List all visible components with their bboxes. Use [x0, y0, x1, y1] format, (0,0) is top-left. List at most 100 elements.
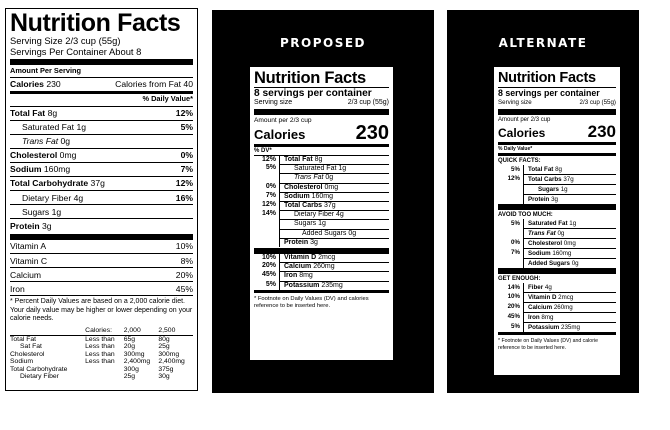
table-cell: Less than	[85, 343, 115, 351]
nutrient-row: 20% Calcium 260mg	[498, 302, 616, 312]
vitamin-name: Calcium	[10, 269, 42, 280]
nutrient-name-amount: Total Carbs 37g	[280, 201, 389, 210]
nutrient-row: Trans Fat 0g	[10, 133, 193, 148]
nutrient-row: Sugars 1g	[498, 184, 616, 194]
nutrient-name-amount: Sugars 1g	[524, 184, 616, 194]
alternate-dv-header: % Daily Value*	[498, 146, 533, 152]
nutrient-amount: 0mg	[324, 183, 339, 191]
proposed-nutrient-list: 12% Total Fat 8g 5% Saturated Fat 1g Trans F…	[254, 156, 389, 248]
nutrient-dv: 0%	[498, 238, 524, 248]
nutrient-dv: 16%	[175, 192, 193, 203]
table-cell: Total Carbohydrate	[10, 365, 68, 373]
nutrient-dv: 45%	[498, 312, 524, 322]
nutrient-name: Total Carbs	[284, 202, 322, 210]
nutrient-name-amount: Sugars 1g	[22, 207, 61, 217]
nutrient-dv	[254, 219, 280, 229]
nutrient-dv: 45%	[254, 271, 280, 281]
nutrient-amount: 2mcg	[558, 294, 574, 301]
current-vitamin-list: Vitamin A 10% Vitamin C 8% Calcium 20% Iron 45%	[10, 240, 193, 295]
nutrient-dv: 5%	[254, 164, 280, 174]
nutrient-row: Cholesterol 0mg 0%	[10, 147, 193, 162]
table-cell: Less than	[85, 350, 115, 358]
nutrient-amount: 37g	[90, 178, 105, 189]
nutrient-name-amount: Added Sugars 0g	[280, 228, 389, 238]
nutrient-name-amount: Total Carbs 37g	[524, 174, 616, 184]
nutrient-dv: 12%	[175, 178, 193, 189]
table-cell: Cholesterol	[10, 350, 45, 358]
nutrient-name: Sugars	[294, 220, 317, 228]
nutrient-amount: 1g	[51, 206, 62, 217]
nutrient-row: Dietary Fiber 4g 16%	[10, 190, 193, 204]
nutrient-row: Protein 3g	[254, 237, 389, 248]
current-servings-per-container: Servings Per Container About 8	[10, 45, 142, 57]
table-cell: 25g	[158, 343, 170, 351]
nutrient-name: Vitamin D	[284, 254, 317, 262]
nutrient-name: Saturated Fat	[528, 220, 568, 227]
nutrient-name-amount: Fiber 4g	[524, 283, 616, 292]
nutrient-dv: 14%	[254, 210, 280, 220]
nutrient-amount: 160mg	[43, 164, 71, 175]
alternate-calories-row: Calories 230	[498, 123, 616, 140]
nutrient-name: Saturated Fat	[294, 165, 337, 173]
nutrient-name-amount: Sugars 1g	[280, 219, 389, 228]
current-amount-per-serving: Amount Per Serving	[10, 65, 82, 75]
nutrient-amount: 235mg	[561, 324, 580, 331]
current-footnote: * Percent Daily Values are based on a 2,…	[10, 298, 193, 323]
vitamin-row: Iron 45%	[10, 281, 193, 295]
nutrient-amount: 160mg	[311, 192, 334, 200]
proposed-calories-label: Calories	[254, 127, 306, 142]
nutrient-dv	[498, 184, 524, 194]
nutrient-amount: 4g	[73, 192, 84, 203]
nutrient-amount: 1g	[76, 122, 87, 133]
nutrient-name-amount: Protein 3g	[524, 194, 616, 204]
current-calories-row: Calories 230 Calories from Fat 40	[10, 76, 193, 91]
nutrient-dv: 10%	[254, 254, 280, 263]
nutrient-name-amount: Total Fat 8g	[10, 108, 57, 118]
nutrient-name-amount: Calcium 260mg	[524, 302, 616, 312]
table-cell: 2,400mg	[123, 358, 151, 366]
nutrient-row: Trans Fat 0g	[498, 228, 616, 238]
nutrient-name: Total Carbs	[528, 176, 562, 183]
proposed-vitamin-list: 10% Vitamin D 2mcg 20% Calcium 260mg 45% Iron…	[254, 254, 389, 290]
table-row: Sat Fat Less than 20g 25g	[10, 343, 193, 351]
table-cell: 20g	[123, 343, 136, 351]
table-cell	[85, 366, 124, 374]
nutrient-name: Dietary Fiber	[294, 211, 335, 219]
nutrient-amount: 8g	[47, 107, 58, 118]
nutrient-amount: 1g	[569, 220, 577, 227]
nutrient-name-amount: Cholesterol 0mg	[280, 182, 389, 192]
nutrient-dv: 20%	[254, 262, 280, 272]
nutrient-row: Saturated Fat 1g 5%	[10, 119, 193, 134]
nutrient-amount: 8g	[314, 156, 323, 163]
table-header-cell: 2,500	[158, 326, 176, 334]
nutrient-dv: 12%	[254, 201, 280, 211]
alternate-amount: Amount per 2/3 cup	[498, 116, 551, 123]
nutrient-name: Calcium	[284, 263, 312, 271]
nutrient-row: 10% Vitamin D 2mcg	[254, 254, 389, 263]
table-cell: 300mg	[123, 350, 145, 358]
nutrient-name-amount: Calcium 260mg	[280, 262, 389, 271]
nutrient-name-amount: Total Fat 8g	[524, 165, 616, 174]
nutrient-row: 5% Saturated Fat 1g	[498, 219, 616, 228]
nutrient-dv	[254, 173, 280, 183]
nutrient-row: Added Sugars 0g	[254, 228, 389, 238]
nutrient-dv: 0%	[180, 150, 193, 161]
proposed-panel: PROPOSED Nutrition Facts 8 servings per …	[212, 10, 434, 393]
vitamin-row: Vitamin A 10%	[10, 240, 193, 253]
table-cell: Less than	[85, 334, 124, 344]
nutrient-name: Protein	[284, 238, 309, 246]
proposed-footnote: * Footnote on Daily Values (DV) and calo…	[254, 295, 369, 309]
nutrient-name-amount: Trans Fat 0g	[280, 173, 389, 182]
nutrient-amount: 0mg	[563, 240, 576, 247]
nutrient-name-amount: Iron 8mg	[524, 312, 616, 322]
nutrient-name-amount: Vitamin D 2mcg	[280, 254, 389, 262]
vitamin-name: Vitamin A	[10, 241, 47, 252]
nutrient-name: Fiber	[528, 284, 544, 291]
nutrient-amount: 260mg	[313, 263, 335, 271]
nutrient-row: 12% Total Carbs 37g	[498, 174, 616, 184]
alternate-quick-facts-list: 5% Total Fat 8g 12% Total Carbs 37g Sugars 1…	[498, 165, 616, 204]
alternate-calories-label: Calories	[498, 126, 546, 140]
table-cell: 65g	[123, 334, 159, 344]
nutrient-row: Sodium 160mg 7%	[10, 161, 193, 176]
nutrient-name: Cholesterol	[528, 240, 563, 247]
